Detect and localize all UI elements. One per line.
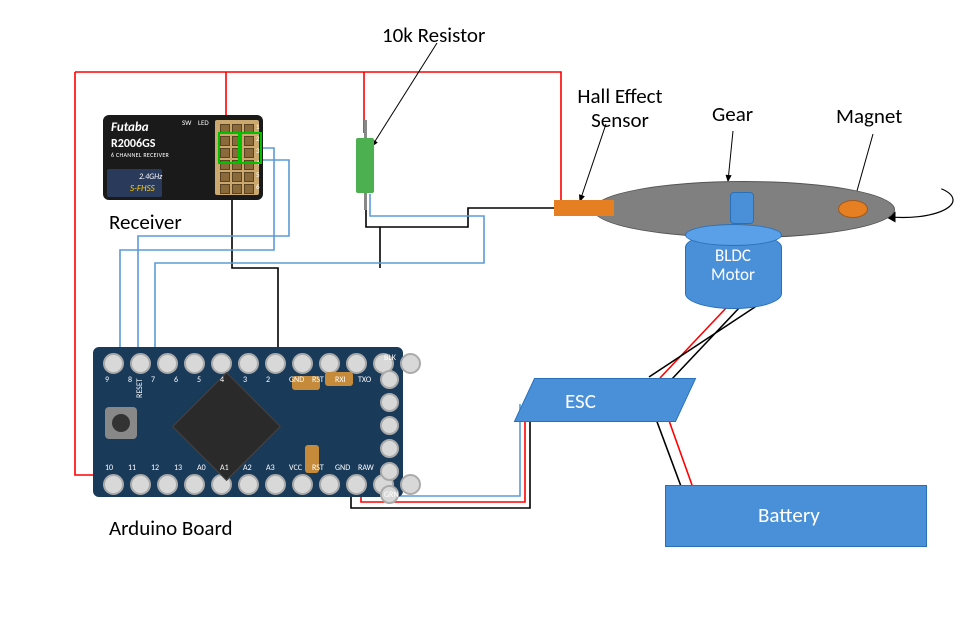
hall-label: Hall Effect Sensor (560, 84, 680, 132)
arduino-label: Arduino Board (109, 515, 233, 541)
arduino-reset-label: RESET (135, 378, 145, 398)
callout-line (372, 43, 437, 146)
receiver-model: R2006GS (111, 137, 155, 151)
receiver-proto: S-FHSS (130, 183, 155, 194)
wire-black (649, 303, 755, 377)
arduino-pin-label: 8 (128, 375, 132, 385)
receiver-brand: Futaba (111, 120, 149, 135)
arduino-pin-label: 12 (151, 463, 159, 473)
arduino-pin-label: GND (335, 463, 350, 473)
magnet (838, 200, 868, 218)
wire-black (671, 307, 740, 380)
arduino-bottom-pins (103, 474, 421, 495)
receiver-led: LED (198, 118, 209, 127)
arduino-pin-label: VCC (289, 463, 302, 473)
receiver-pin-row (220, 172, 254, 182)
receiver-label: Receiver (109, 209, 182, 235)
arduino-pin-label: A2 (243, 463, 252, 473)
arduino-pin-label: RST (312, 375, 324, 385)
gear-hub (730, 192, 754, 224)
wiring-diagram: 10k Resistor Hall Effect Sensor Gear Mag… (0, 0, 971, 633)
arduino-pin-label: 11 (128, 463, 136, 473)
arduino-pin-label: A3 (266, 463, 275, 473)
arduino-pin-label: 10 (105, 463, 113, 473)
arduino-pin-label: 6 (174, 375, 178, 385)
arduino-pin-label: 7 (151, 375, 155, 385)
hall-sensor (554, 200, 614, 216)
arduino-pin-label: RST (312, 463, 324, 473)
arduino-pin-label: 13 (174, 463, 182, 473)
receiver-subtitle: 6 CHANNEL RECEIVER (111, 151, 169, 159)
receiver-highlight-right (240, 132, 262, 164)
arduino-pin-label: GND (289, 375, 304, 385)
receiver-channel-number: 6 (256, 182, 260, 191)
receiver-freq: 2.4GHz (139, 172, 162, 182)
wire-blue (155, 194, 484, 358)
wire-red (667, 415, 692, 485)
callout-line (728, 131, 733, 181)
arduino-pin-label: 9 (105, 375, 109, 385)
arduino-pin-label: 3 (243, 375, 247, 385)
arduino-top-pins (103, 353, 421, 374)
esc-body (514, 378, 697, 422)
arduino-side-pins (380, 370, 399, 504)
arduino-pin-label: A1 (220, 463, 229, 473)
receiver-channel-number: 5 (256, 170, 260, 179)
wire-red (660, 307, 727, 378)
wire-black (656, 419, 682, 489)
callout-line (580, 124, 606, 201)
arduino-pin-label: 5 (197, 375, 201, 385)
receiver-channel-number: 1 (256, 122, 260, 131)
motor-top (685, 224, 782, 246)
magnet-label: Magnet (836, 103, 902, 129)
rotation-arc (886, 189, 953, 218)
resistor-label: 10k Resistor (382, 22, 485, 48)
motor-text: BLDC Motor (698, 247, 768, 284)
arduino-pin-label: A0 (197, 463, 206, 473)
arduino-pin-label: RXI (335, 375, 346, 385)
battery-text: Battery (758, 502, 820, 528)
resistor-body (356, 138, 374, 193)
arduino-pin-label: TXO (358, 375, 371, 385)
arduino-grn-label: GRN (384, 490, 399, 500)
callout-line (855, 134, 873, 198)
receiver-pin-row (220, 184, 254, 194)
receiver-sw: SW (182, 118, 191, 127)
arduino-pin-label: RAW (358, 463, 374, 473)
arduino-reset-button (105, 407, 137, 439)
arduino-blk-label: BLK (384, 353, 396, 363)
receiver-highlight-left (218, 132, 240, 164)
gear-label: Gear (712, 101, 753, 127)
arduino-pin-label: 4 (220, 375, 224, 385)
wire-black (366, 192, 556, 227)
esc-text: ESC (565, 388, 596, 414)
arduino-pin-label: 2 (266, 375, 270, 385)
